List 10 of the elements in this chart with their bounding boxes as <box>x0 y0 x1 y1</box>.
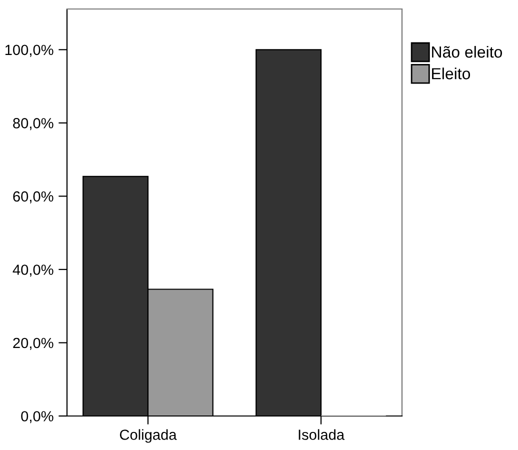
y-tick-label: 0,0% <box>21 411 54 424</box>
y-tick-label: 20,0% <box>13 338 54 350</box>
legend-label: Eleito <box>432 68 470 80</box>
x-tick-label: Isolada <box>298 429 345 440</box>
y-tick-label: 80,0% <box>13 118 54 130</box>
y-tick-label: 40,0% <box>12 264 54 277</box>
x-tick-label: Coligada <box>120 429 177 443</box>
y-tick-label: 100,0% <box>5 44 54 57</box>
y-tick-label: 60,0% <box>13 191 54 204</box>
legend-label: Não eleito <box>432 46 502 58</box>
